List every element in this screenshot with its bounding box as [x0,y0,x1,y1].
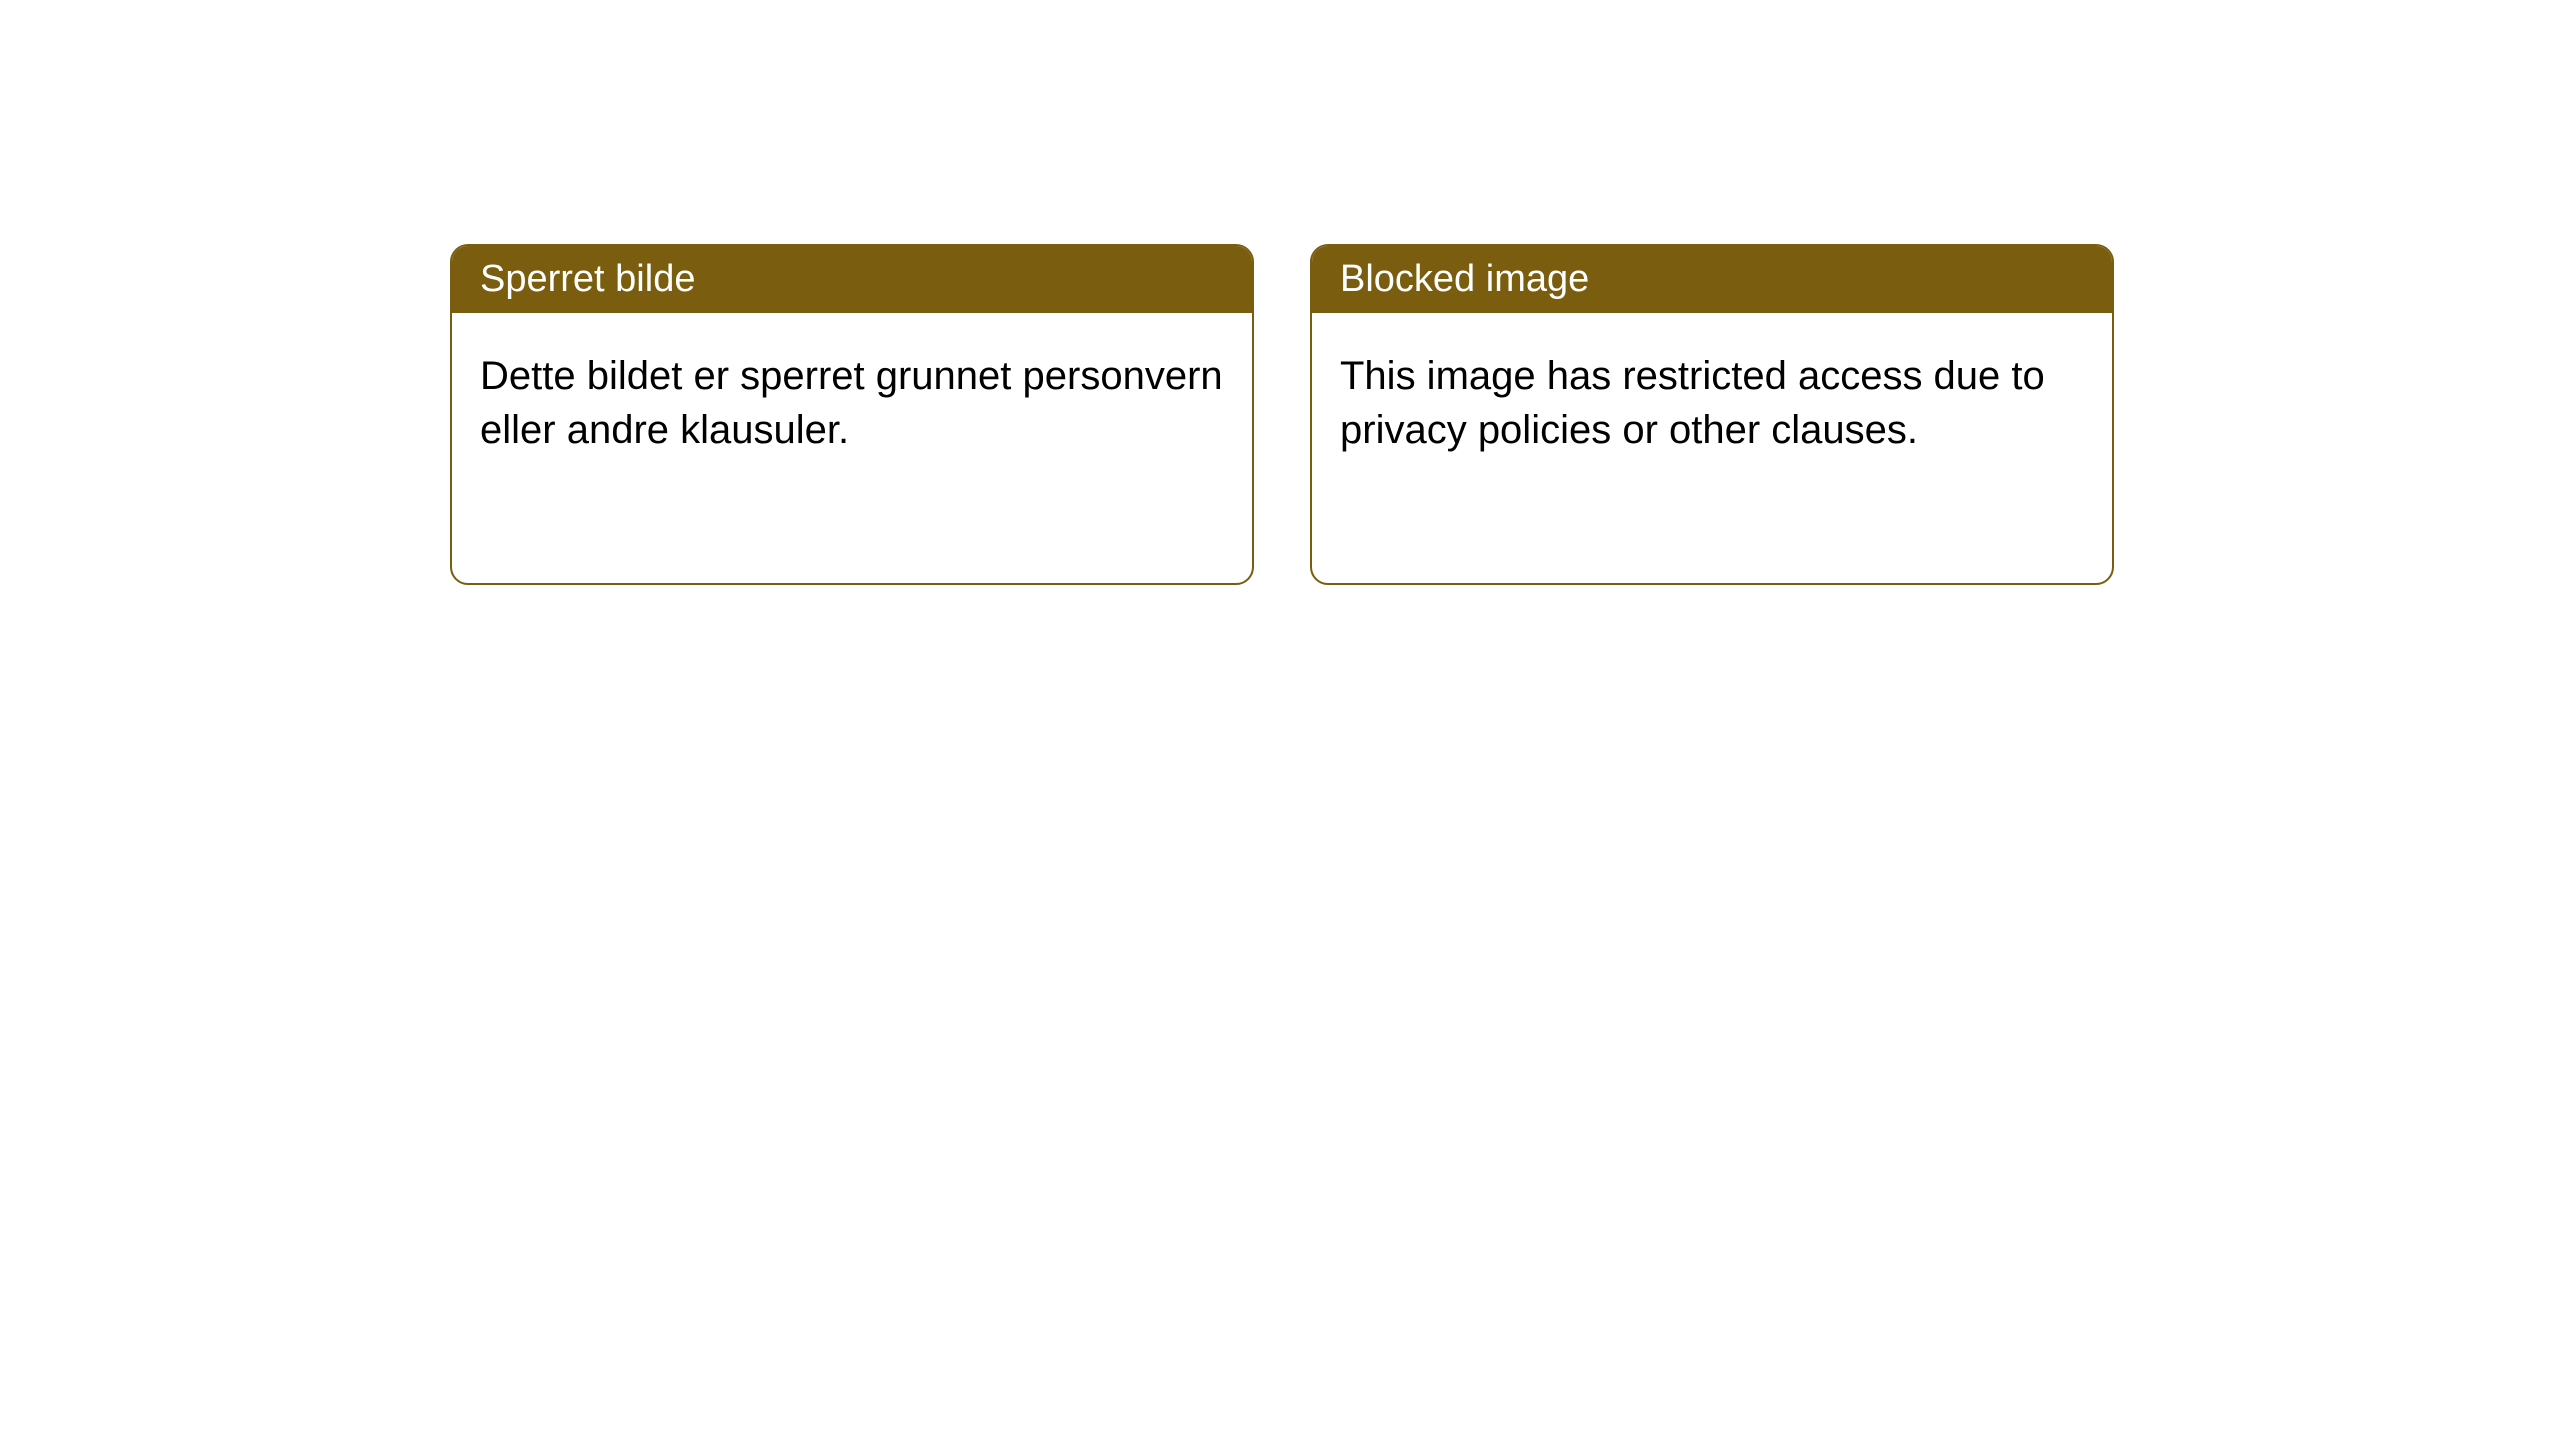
notice-card-norwegian: Sperret bilde Dette bildet er sperret gr… [450,244,1254,585]
notice-header-text: Blocked image [1340,258,1589,300]
notice-body-text: Dette bildet er sperret grunnet personve… [480,354,1223,452]
notice-header-text: Sperret bilde [480,258,695,300]
notice-body-text: This image has restricted access due to … [1340,354,2045,452]
notice-container: Sperret bilde Dette bildet er sperret gr… [450,244,2114,585]
notice-body: Dette bildet er sperret grunnet personve… [452,313,1252,583]
notice-card-english: Blocked image This image has restricted … [1310,244,2114,585]
notice-body: This image has restricted access due to … [1312,313,2112,583]
notice-header: Sperret bilde [452,246,1252,313]
notice-header: Blocked image [1312,246,2112,313]
